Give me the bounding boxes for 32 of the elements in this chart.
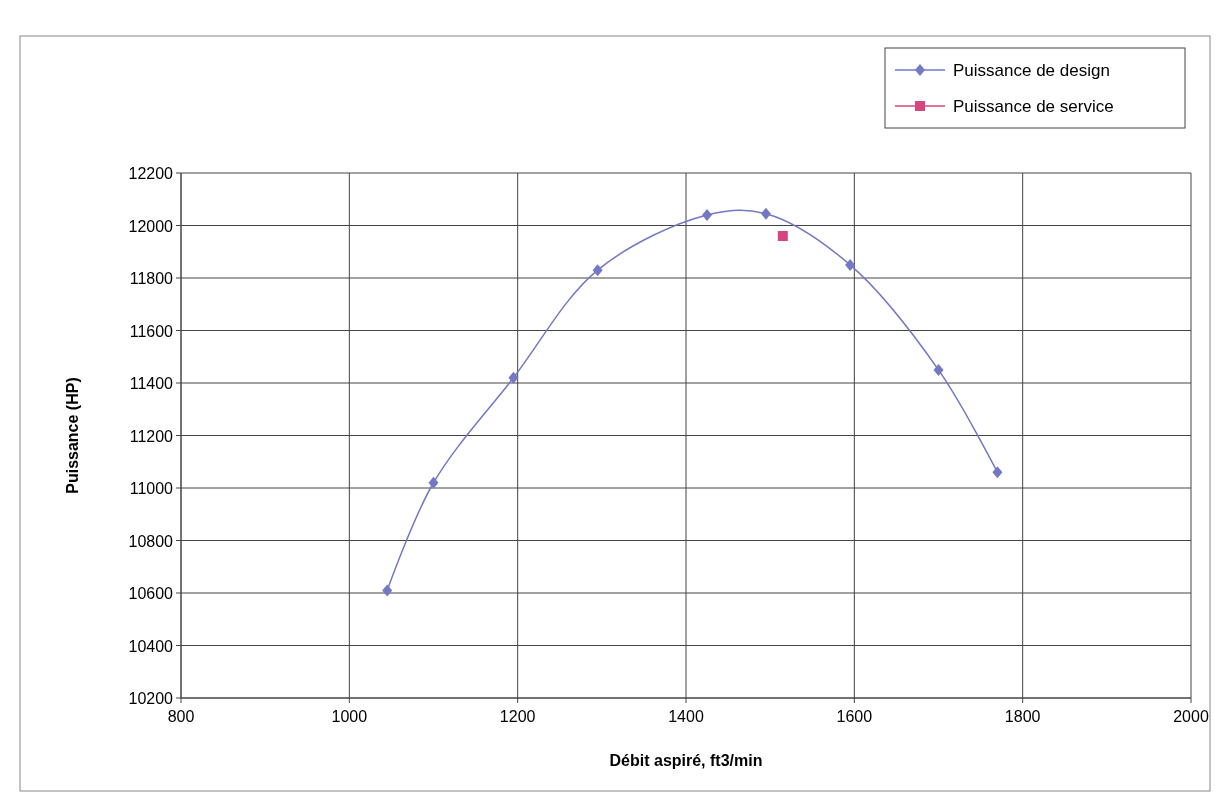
y-tick-label: 10600 (128, 585, 174, 602)
x-tick-label: 800 (167, 708, 195, 725)
point (428, 476, 439, 489)
y-tick-label: 11800 (129, 270, 174, 287)
legend-label: Puissance de service (953, 97, 1114, 116)
x-tick-label: 1200 (499, 708, 536, 725)
y-tick-label: 10200 (128, 690, 174, 707)
point (702, 209, 713, 221)
y-tick-label: 12200 (128, 165, 174, 182)
x-tick-label: 1000 (331, 708, 368, 725)
y-tick-label: 11200 (129, 427, 174, 445)
legend-label: Puissance de design (953, 61, 1110, 80)
point (933, 363, 944, 376)
y-tick-label: 10400 (128, 637, 174, 655)
point (777, 231, 788, 241)
x-tick-label: 1400 (668, 708, 704, 725)
point (508, 371, 519, 384)
point (760, 207, 771, 220)
y-tick-label: 11600 (129, 322, 174, 340)
x-tick-label: 2000 (1173, 708, 1209, 725)
x-tick-label: 1600 (836, 708, 873, 725)
point (592, 264, 603, 277)
x-axis-title: Débit aspiré, ft3/min (609, 752, 763, 769)
y-tick-label: 11400 (129, 375, 174, 392)
point (845, 258, 856, 271)
y-axis-title: Puissance (HP) (64, 377, 81, 494)
y-tick-label: 10800 (128, 532, 174, 550)
point (382, 584, 393, 597)
y-tick-label: 11000 (129, 480, 174, 497)
point (992, 466, 1003, 479)
y-tick-label: 12000 (128, 217, 174, 235)
x-tick-label: 1800 (1004, 708, 1041, 725)
